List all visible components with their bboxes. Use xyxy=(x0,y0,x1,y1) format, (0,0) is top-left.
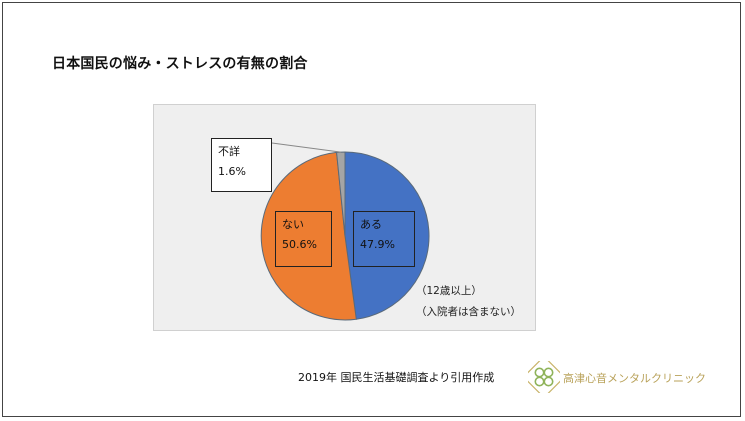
label-box-yes: ある 47.9% xyxy=(353,211,415,267)
pie-slice-2 xyxy=(336,151,346,237)
label-box-no: ない 50.6% xyxy=(275,211,332,267)
label-no-value: 50.6% xyxy=(282,238,317,251)
note-inpatients: （入院者は含まない） xyxy=(416,306,521,318)
clover-logo-icon xyxy=(528,361,560,393)
leader-line-unknown xyxy=(271,142,341,153)
pie-chart xyxy=(260,142,430,321)
pie-slice-0 xyxy=(344,151,430,320)
label-box-unknown: 不詳 1.6% xyxy=(211,138,272,192)
logo-text: 高津心音メンタルクリニック xyxy=(563,372,706,385)
slide-frame xyxy=(2,2,741,417)
label-yes-name: ある xyxy=(360,218,382,231)
source-caption: 2019年 国民生活基礎調査より引用作成 xyxy=(298,371,495,384)
note-age: （12歳以上） xyxy=(416,285,482,297)
label-unknown-value: 1.6% xyxy=(218,165,246,178)
pie-slice-1 xyxy=(260,151,357,321)
label-unknown-name: 不詳 xyxy=(218,145,240,158)
chart-panel: 不詳 1.6% ない 50.6% ある 47.9% （12歳以上） （入院者は含… xyxy=(153,104,536,331)
label-no-name: ない xyxy=(282,218,304,231)
page-title: 日本国民の悩み・ストレスの有無の割合 xyxy=(52,56,308,72)
label-yes-value: 47.9% xyxy=(360,238,395,251)
